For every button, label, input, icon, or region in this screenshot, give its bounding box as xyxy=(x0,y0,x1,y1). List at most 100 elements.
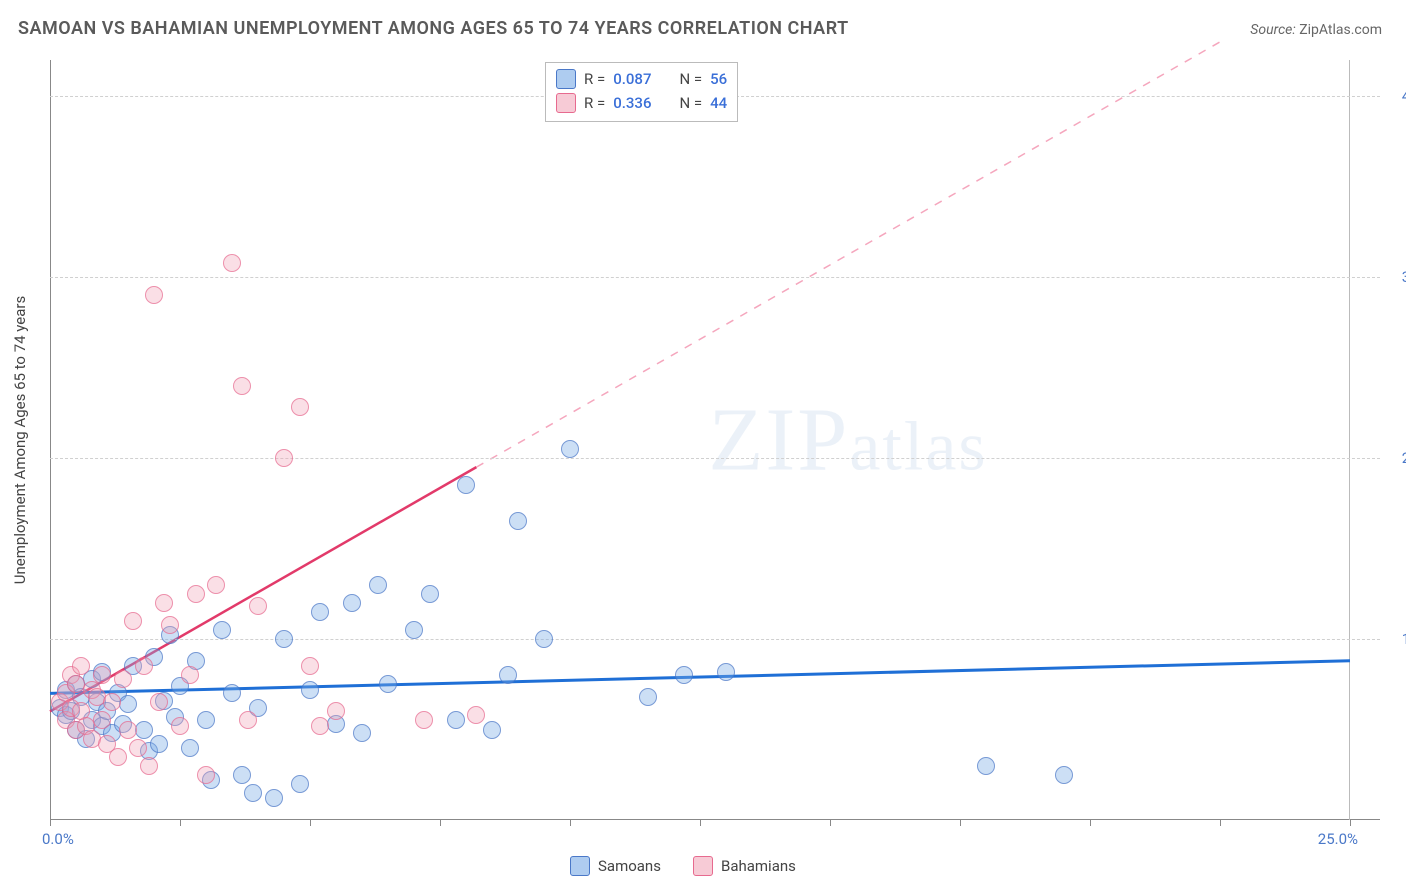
data-point xyxy=(244,784,262,802)
y-axis-title: Unemployment Among Ages 65 to 74 years xyxy=(11,296,29,584)
y-tick-label: 40.0% xyxy=(1386,87,1406,105)
x-tick xyxy=(50,820,51,826)
data-point xyxy=(197,766,215,784)
data-point xyxy=(301,657,319,675)
n-value: 56 xyxy=(710,70,727,88)
data-point xyxy=(181,666,199,684)
x-axis-max-label: 25.0% xyxy=(1318,830,1358,848)
data-point xyxy=(233,766,251,784)
data-point xyxy=(93,711,111,729)
data-point xyxy=(977,757,995,775)
data-point xyxy=(421,585,439,603)
r-label: R = xyxy=(584,94,605,112)
data-point xyxy=(161,616,179,634)
x-tick xyxy=(1090,820,1091,826)
data-point xyxy=(181,739,199,757)
data-point xyxy=(467,706,485,724)
data-point xyxy=(233,377,251,395)
data-point xyxy=(265,789,283,807)
x-tick xyxy=(180,820,181,826)
data-point xyxy=(291,775,309,793)
plot-area: Unemployment Among Ages 65 to 74 years 0… xyxy=(50,60,1380,820)
data-point xyxy=(369,576,387,594)
legend-label: Bahamians xyxy=(721,857,796,875)
x-tick xyxy=(700,820,701,826)
data-point xyxy=(509,512,527,530)
data-point xyxy=(119,695,137,713)
data-point xyxy=(213,621,231,639)
legend-row-samoans: R = 0.087 N = 56 xyxy=(556,67,727,91)
n-label: N = xyxy=(679,94,702,112)
data-point xyxy=(275,449,293,467)
x-tick xyxy=(440,820,441,826)
x-tick xyxy=(310,820,311,826)
data-point xyxy=(197,711,215,729)
data-point xyxy=(119,721,137,739)
legend-item-samoans: Samoans xyxy=(570,856,661,876)
data-point xyxy=(1055,766,1073,784)
y-tick-label: 10.0% xyxy=(1386,630,1406,648)
data-point xyxy=(405,621,423,639)
trend-line xyxy=(50,661,1350,694)
data-point xyxy=(447,711,465,729)
data-point xyxy=(239,711,257,729)
data-point xyxy=(415,711,433,729)
data-point xyxy=(639,688,657,706)
data-point xyxy=(135,657,153,675)
data-point xyxy=(561,440,579,458)
x-tick xyxy=(570,820,571,826)
data-point xyxy=(155,594,173,612)
data-point xyxy=(327,702,345,720)
gridline xyxy=(50,277,1380,278)
r-value: 0.087 xyxy=(613,70,651,88)
data-point xyxy=(145,286,163,304)
data-point xyxy=(207,576,225,594)
swatch-blue-icon xyxy=(556,69,576,89)
legend-row-bahamians: R = 0.336 N = 44 xyxy=(556,91,727,115)
y-tick-label: 30.0% xyxy=(1386,268,1406,286)
r-value: 0.336 xyxy=(613,94,651,112)
data-point xyxy=(72,657,90,675)
source-attribution: Source: ZipAtlas.com xyxy=(1250,22,1382,38)
x-tick xyxy=(1350,820,1351,826)
data-point xyxy=(353,724,371,742)
legend-label: Samoans xyxy=(598,857,661,875)
swatch-pink-icon xyxy=(556,93,576,113)
x-tick xyxy=(830,820,831,826)
data-point xyxy=(675,666,693,684)
data-point xyxy=(717,663,735,681)
data-point xyxy=(171,717,189,735)
gridline xyxy=(50,639,1380,640)
legend-item-bahamians: Bahamians xyxy=(693,856,796,876)
data-point xyxy=(114,670,132,688)
data-point xyxy=(187,585,205,603)
data-point xyxy=(275,630,293,648)
data-point xyxy=(223,684,241,702)
data-point xyxy=(150,735,168,753)
data-point xyxy=(311,717,329,735)
series-legend: Samoans Bahamians xyxy=(570,856,796,876)
data-point xyxy=(379,675,397,693)
data-point xyxy=(140,757,158,775)
source-label: Source: xyxy=(1250,22,1295,38)
data-point xyxy=(103,693,121,711)
data-point xyxy=(93,666,111,684)
data-point xyxy=(311,603,329,621)
n-label: N = xyxy=(679,70,702,88)
correlation-legend: R = 0.087 N = 56 R = 0.336 N = 44 xyxy=(545,62,738,122)
data-point xyxy=(135,721,153,739)
data-point xyxy=(249,597,267,615)
swatch-blue-icon xyxy=(570,856,590,876)
y-tick-label: 20.0% xyxy=(1386,449,1406,467)
data-point xyxy=(150,693,168,711)
r-label: R = xyxy=(584,70,605,88)
x-tick xyxy=(1220,820,1221,826)
data-point xyxy=(109,748,127,766)
gridline xyxy=(50,458,1380,459)
data-point xyxy=(483,721,501,739)
x-tick xyxy=(960,820,961,826)
data-point xyxy=(343,594,361,612)
n-value: 44 xyxy=(710,94,727,112)
data-point xyxy=(457,476,475,494)
data-point xyxy=(291,398,309,416)
